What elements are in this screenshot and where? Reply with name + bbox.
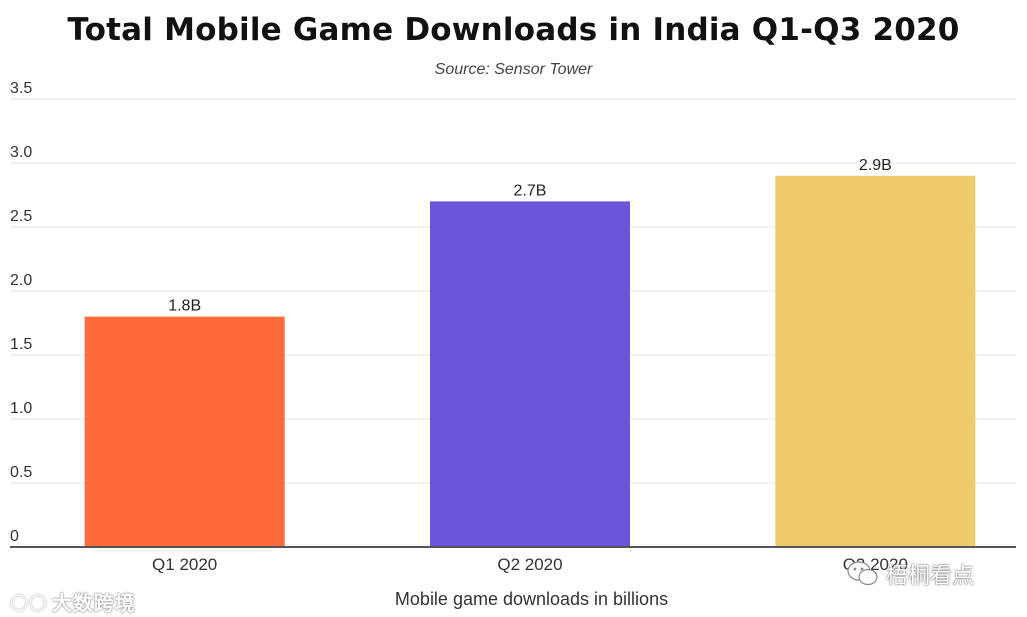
axis-layer: 00.51.01.52.02.53.03.5Q1 2020 Q2 2020 Q3 2… xyxy=(10,80,1016,574)
watermark-logo-icon: ◯◯ xyxy=(10,593,48,611)
y-tick-label: 0 xyxy=(10,528,19,545)
wechat-icon xyxy=(847,561,878,586)
bar-layer xyxy=(84,175,976,548)
bar xyxy=(430,201,630,547)
label-layer: 1.8B 2.7B 2.9B xyxy=(168,157,892,315)
bar xyxy=(84,316,285,547)
watermark-right-text: 梧桐看点 xyxy=(886,563,975,588)
y-tick-label: 2.0 xyxy=(10,272,32,289)
data-label: 2.9B xyxy=(859,157,892,174)
chart-subtitle: Source: Sensor Tower xyxy=(434,61,593,78)
x-axis-title: Mobile game downloads in billions xyxy=(394,589,669,609)
x-tick-label: Q2 2020 xyxy=(497,555,562,574)
data-label: 2.7B xyxy=(514,182,547,199)
watermark-right: 梧桐看点 xyxy=(846,558,974,590)
watermark-left-text: 大数跨境 xyxy=(51,593,136,615)
y-tick-label: 2.5 xyxy=(10,208,32,225)
data-label: 1.8B xyxy=(168,298,201,315)
y-tick-label: 1.5 xyxy=(10,336,32,353)
y-tick-label: 3.5 xyxy=(10,80,32,97)
y-tick-label: 3.0 xyxy=(10,144,32,161)
x-tick-label: Q1 2020 xyxy=(152,555,217,574)
chart-title: Total Mobile Game Downloads in India Q1-… xyxy=(67,12,960,48)
y-tick-label: 1.0 xyxy=(10,400,32,417)
watermark-left: ◯◯ 大数跨境 xyxy=(10,587,136,616)
bar xyxy=(775,175,976,548)
y-tick-label: 0.5 xyxy=(10,464,32,481)
